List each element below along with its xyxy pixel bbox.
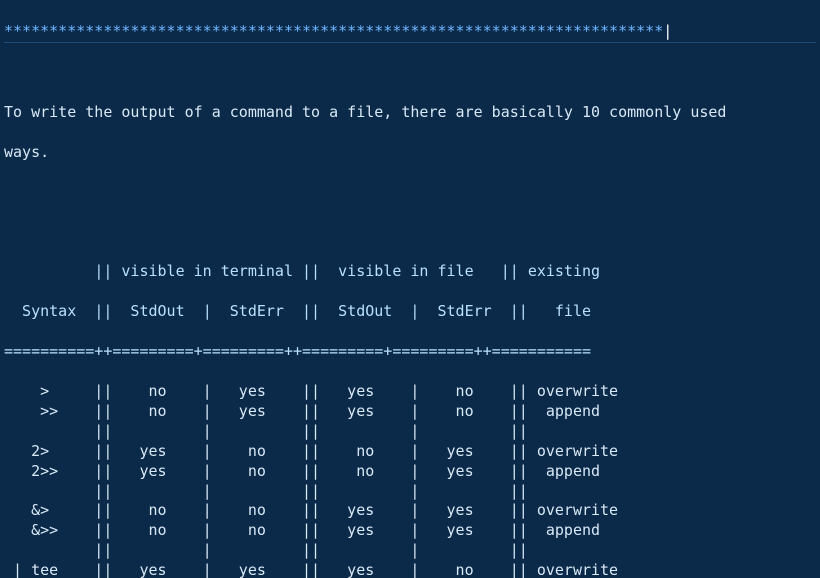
top-stars: ****************************************… (4, 22, 663, 40)
top-rule: ****************************************… (4, 20, 816, 43)
table-header-rule: ==========++=========+=========++=======… (4, 342, 816, 362)
table-row: &>> || no | no || yes | yes || append (4, 521, 816, 541)
terminal-pane: ****************************************… (0, 0, 820, 578)
table-row: &> || no | no || yes | yes || overwrite (4, 501, 816, 521)
table-header-row-1: Syntax || StdOut | StdErr || StdOut | St… (4, 302, 816, 322)
blank-line (4, 222, 816, 242)
table-row: 2>> || yes | no || no | yes || append (4, 462, 816, 482)
table-body: > || no | yes || yes | no || overwrite >… (4, 382, 816, 578)
blank-line (4, 182, 816, 202)
table-row: >> || no | yes || yes | no || append (4, 402, 816, 422)
table-spacer-row: || | || | || (4, 422, 816, 442)
intro-line-1: To write the output of a command to a fi… (4, 103, 816, 123)
blank-line (4, 63, 816, 83)
table-spacer-row: || | || | || (4, 482, 816, 502)
table-header-row-0: || visible in terminal || visible in fil… (4, 262, 816, 282)
intro-line-2: ways. (4, 143, 816, 163)
cursor: | (663, 22, 672, 40)
table-row: > || no | yes || yes | no || overwrite (4, 382, 816, 402)
table-row: | tee || yes | yes || yes | no || overwr… (4, 561, 816, 578)
table-spacer-row: || | || | || (4, 541, 816, 561)
table-row: 2> || yes | no || no | yes || overwrite (4, 442, 816, 462)
